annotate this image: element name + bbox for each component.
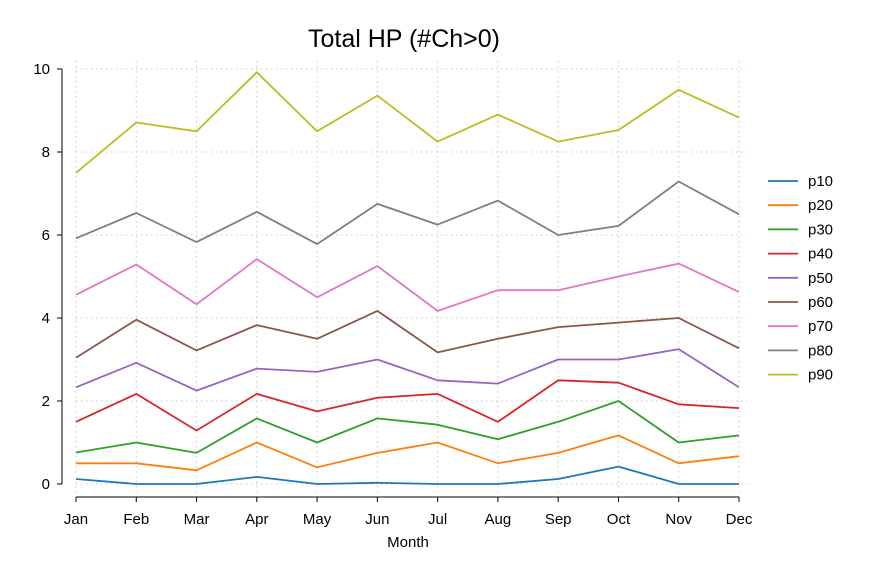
- series-line-p80: [75, 180, 740, 246]
- legend-label-p50: p50: [808, 270, 833, 287]
- y-tick-label: 10: [33, 61, 50, 78]
- series-line-p30: [75, 400, 740, 454]
- x-tick-label: Sep: [545, 511, 572, 528]
- legend-label-p20: p20: [808, 197, 833, 214]
- x-axis-label: Month: [387, 534, 429, 551]
- y-tick-label: 4: [42, 310, 50, 327]
- series-line-p60: [75, 309, 740, 359]
- legend-label-p60: p60: [808, 294, 833, 311]
- series-line-p10: [75, 465, 739, 485]
- y-tick-label: 2: [42, 393, 50, 410]
- y-tick-label: 6: [42, 227, 50, 244]
- legend-label-p10: p10: [808, 173, 833, 190]
- x-tick-label: Apr: [245, 511, 268, 528]
- x-tick-label: Aug: [485, 511, 512, 528]
- chart-title: Total HP (#Ch>0): [308, 25, 500, 53]
- series-line-p20: [76, 434, 740, 472]
- x-tick-label: Jan: [64, 511, 88, 528]
- x-tick-label: Jun: [365, 511, 389, 528]
- x-tick-label: Jul: [428, 511, 447, 528]
- x-tick-label: Feb: [123, 511, 149, 528]
- y-tick-label: 8: [42, 144, 50, 161]
- legend-label-p90: p90: [808, 367, 833, 384]
- y-tick-label: 0: [42, 476, 50, 493]
- x-tick-label: Nov: [665, 511, 692, 528]
- series-lines: [75, 71, 740, 485]
- x-tick-label: Oct: [607, 511, 631, 528]
- axes: 0 2 4 6 8 10 Jan Feb Mar Apr May Jun Jul Aug Sep Oct Nov…: [33, 61, 753, 528]
- x-tick-label: Dec: [726, 511, 753, 528]
- legend-label-p70: p70: [808, 318, 833, 335]
- series-line-p90: [75, 71, 740, 174]
- series-line-p70: [75, 258, 740, 312]
- x-tick-label: Mar: [184, 511, 210, 528]
- legend-label-p30: p30: [808, 221, 833, 238]
- series-line-p40: [75, 379, 740, 432]
- x-tick-label: May: [303, 511, 332, 528]
- series-line-p50: [75, 348, 740, 392]
- legend: p10 p20 p30 p40 p50 p60 p70 p80 p90: [768, 173, 833, 384]
- legend-label-p40: p40: [808, 246, 833, 263]
- grid-lines: [75, 61, 747, 492]
- legend-label-p80: p80: [808, 342, 833, 359]
